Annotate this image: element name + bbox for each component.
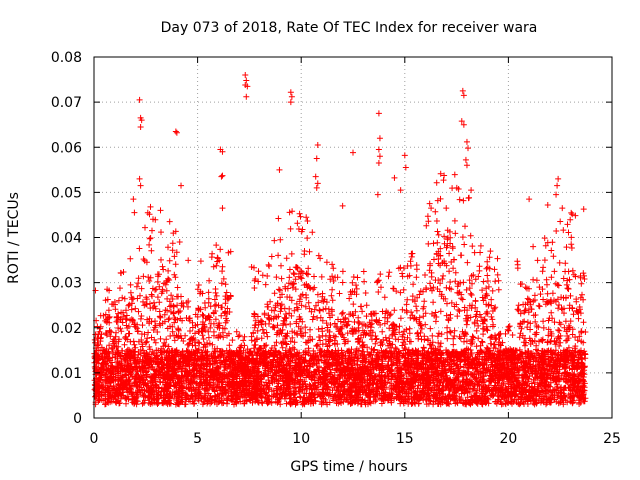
data-point (466, 194, 473, 201)
data-point (288, 93, 295, 100)
y-tick-label: 0.01 (51, 366, 82, 382)
data-point (559, 205, 566, 212)
data-point (468, 187, 475, 194)
data-point (243, 93, 250, 100)
data-point (313, 184, 320, 191)
y-tick-label: 0.04 (51, 231, 82, 247)
data-point (460, 92, 467, 99)
data-point (375, 160, 382, 167)
chart-title: Day 073 of 2018, Rate Of TEC Index for r… (161, 20, 538, 36)
data-point (460, 121, 467, 128)
y-tick-label: 0.08 (51, 50, 82, 66)
x-tick-label: 5 (193, 431, 202, 447)
data-point (443, 205, 450, 212)
data-point (313, 155, 320, 162)
data-point (244, 83, 251, 90)
data-point (376, 135, 383, 142)
data-point (173, 129, 180, 136)
data-point (401, 152, 408, 159)
data-point (218, 173, 225, 180)
data-point (137, 123, 144, 130)
data-point (402, 164, 409, 171)
x-tick-label: 25 (603, 431, 621, 447)
data-point (426, 200, 433, 207)
y-tick-labels: 0 0.01 0.02 0.03 0.04 0.05 0.06 0.07 0.08 (51, 50, 82, 427)
data-point (219, 148, 226, 155)
data-point (374, 191, 381, 198)
data-point (287, 89, 294, 96)
y-tick-label: 0.02 (51, 321, 82, 337)
data-point (312, 173, 319, 180)
data-point (276, 166, 283, 173)
x-tick-label: 20 (499, 431, 517, 447)
data-point (136, 96, 143, 103)
y-tick-label: 0.07 (51, 95, 82, 111)
data-point (339, 202, 346, 209)
data-point (375, 110, 382, 117)
data-point (219, 205, 226, 212)
x-tick-label: 15 (396, 431, 414, 447)
data-point (314, 141, 321, 148)
data-point (463, 138, 470, 145)
data-point (397, 187, 404, 194)
y-tick-label: 0.05 (51, 185, 82, 201)
data-point (554, 182, 561, 189)
data-point (138, 117, 145, 124)
data-point (242, 72, 249, 79)
y-tick-label: 0 (73, 411, 82, 427)
data-point (219, 172, 226, 179)
data-point (172, 128, 179, 135)
y-tick-label: 0.03 (51, 276, 82, 292)
data-point (314, 180, 321, 187)
data-point (458, 118, 465, 125)
data-point (391, 174, 398, 181)
x-tick-label: 10 (292, 431, 310, 447)
data-points (91, 72, 589, 408)
x-axis-label: GPS time / hours (290, 459, 407, 475)
data-point (243, 77, 250, 84)
data-point (462, 156, 469, 163)
data-point (136, 175, 143, 182)
x-tick-label: 0 (90, 431, 99, 447)
data-point (287, 99, 294, 106)
data-point (553, 191, 560, 198)
data-point (459, 87, 466, 94)
x-tick-labels: 0 5 10 15 20 25 (90, 431, 621, 447)
axis-ticks (93, 56, 613, 419)
data-point (350, 149, 356, 156)
data-point (463, 162, 470, 169)
y-axis-label: ROTI / TECUs (6, 192, 22, 284)
data-point (130, 196, 137, 203)
data-point (375, 146, 382, 153)
data-point (544, 202, 551, 209)
data-point (376, 153, 383, 160)
data-point (137, 182, 144, 189)
data-point (526, 196, 533, 203)
scatter-cloud (91, 170, 589, 408)
data-point (275, 215, 282, 222)
data-point (464, 145, 471, 152)
data-point (555, 175, 562, 182)
y-tick-label: 0.06 (51, 140, 82, 156)
data-point (178, 182, 185, 189)
data-point (131, 209, 138, 216)
